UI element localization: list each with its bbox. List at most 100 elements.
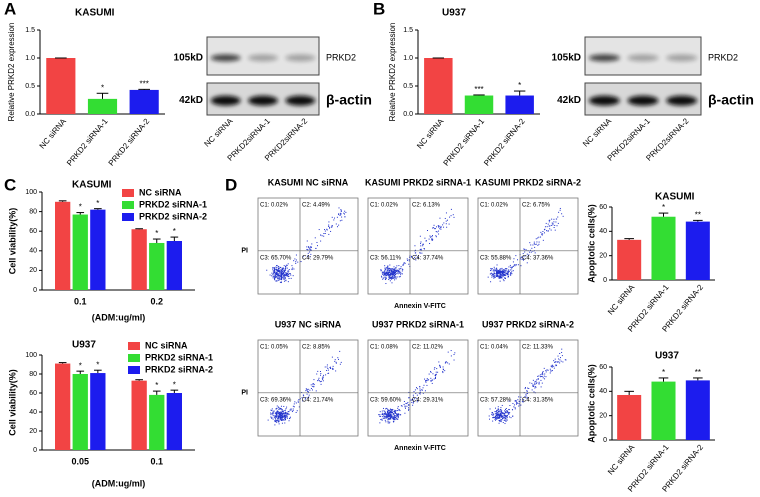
flow-dot xyxy=(389,278,391,280)
flow-dot xyxy=(496,271,498,273)
flow-dot xyxy=(298,399,300,401)
flow-dot xyxy=(501,271,503,273)
flow-dot xyxy=(508,413,510,415)
flow-dot xyxy=(389,416,391,418)
flow-frame xyxy=(257,197,359,295)
flow-dot xyxy=(500,275,502,277)
blot-size: 42kD xyxy=(179,95,203,106)
flow-dot xyxy=(281,417,283,419)
flow-dot xyxy=(281,278,283,280)
flow-dot xyxy=(391,277,393,279)
flow-dot xyxy=(500,413,502,415)
flow-dot xyxy=(284,271,286,273)
flow-dot xyxy=(379,414,381,416)
flow-dot xyxy=(507,272,509,274)
flow-dot xyxy=(445,361,447,363)
flow-dot xyxy=(272,410,274,412)
flow-dot xyxy=(428,238,430,240)
flow-dot xyxy=(491,276,493,278)
error-bar xyxy=(96,92,109,99)
flow-dot xyxy=(495,415,497,417)
flow-dot xyxy=(541,234,543,236)
flow-dot xyxy=(414,249,416,251)
flow-title: U937 PRKD2 siRNA-2 xyxy=(482,319,574,329)
flow-dot xyxy=(387,411,389,413)
flow-dot xyxy=(383,415,385,417)
flow-dot xyxy=(510,272,512,274)
flow-dot xyxy=(498,273,500,275)
flow-dot xyxy=(434,374,436,376)
flow-dot xyxy=(493,277,495,279)
flow-dot xyxy=(395,272,397,274)
flow-dot xyxy=(392,416,394,418)
flow-dot xyxy=(276,412,278,414)
flow-dot xyxy=(288,275,290,277)
flow-dot xyxy=(276,421,278,423)
flow-dot xyxy=(282,413,284,415)
flow-dot xyxy=(559,362,561,364)
flow-dot xyxy=(504,268,506,270)
flow-dot xyxy=(532,384,534,386)
x-tick-label: 0.2 xyxy=(150,296,163,306)
flow-dot xyxy=(344,210,346,212)
flow-dot xyxy=(336,226,338,228)
legend-label: NC siRNA xyxy=(139,187,182,197)
flow-dot xyxy=(496,267,498,269)
flow-dot xyxy=(334,359,336,361)
chart-title: U937 xyxy=(72,340,96,351)
flow-dot xyxy=(297,401,299,403)
flow-dot xyxy=(395,412,397,414)
flow-dot xyxy=(538,383,540,385)
flow-dot xyxy=(280,418,282,420)
flow-dot xyxy=(504,423,506,425)
flow-dot xyxy=(281,416,283,418)
flow-dot xyxy=(490,273,492,275)
flow-dot xyxy=(284,413,286,415)
flow-dot xyxy=(272,267,274,269)
flow-dot xyxy=(283,414,285,416)
flow-dot xyxy=(340,211,342,213)
flow-dot xyxy=(386,266,388,268)
flow-dot xyxy=(326,369,328,371)
flow-dot xyxy=(497,272,499,274)
flow-dot xyxy=(435,373,437,375)
flow-dot xyxy=(392,268,394,270)
flow-dot xyxy=(494,416,496,418)
flow-dot xyxy=(387,267,389,269)
flow-dot xyxy=(400,272,402,274)
flow-dot xyxy=(397,414,399,416)
flow-dot xyxy=(497,275,499,277)
flow-dot xyxy=(292,405,294,407)
flow-dot xyxy=(499,414,501,416)
flow-dot xyxy=(433,368,435,370)
flow-dot xyxy=(504,415,506,417)
flow-dot xyxy=(289,273,291,275)
flow-dot xyxy=(517,399,519,401)
flow-dot xyxy=(396,415,398,417)
flow-dot xyxy=(499,269,501,271)
flow-dot xyxy=(532,379,534,381)
flow-dot xyxy=(274,415,276,417)
flow-dot xyxy=(533,243,535,245)
flow-dot xyxy=(276,405,278,407)
flow-dot xyxy=(544,232,546,234)
flow-dot xyxy=(275,416,277,418)
flow-dot xyxy=(295,262,297,264)
flow-dot xyxy=(499,271,501,273)
flow-dot xyxy=(281,271,283,273)
flow-dot xyxy=(280,414,282,416)
flow-dot xyxy=(280,274,282,276)
flow-dot xyxy=(492,417,494,419)
flow-dot xyxy=(428,373,430,375)
bar xyxy=(46,58,76,114)
flow-dot xyxy=(513,258,515,260)
y-axis-label: Relative PRKD2 expression xyxy=(7,23,16,122)
flow-dots xyxy=(487,207,564,283)
flow-dot xyxy=(307,391,309,393)
panel-label: C xyxy=(4,175,16,194)
flow-dot xyxy=(512,270,514,272)
flow-dot xyxy=(501,270,503,272)
flow-dot xyxy=(280,272,282,274)
significance: * xyxy=(101,83,104,92)
flow-dot xyxy=(525,393,527,395)
